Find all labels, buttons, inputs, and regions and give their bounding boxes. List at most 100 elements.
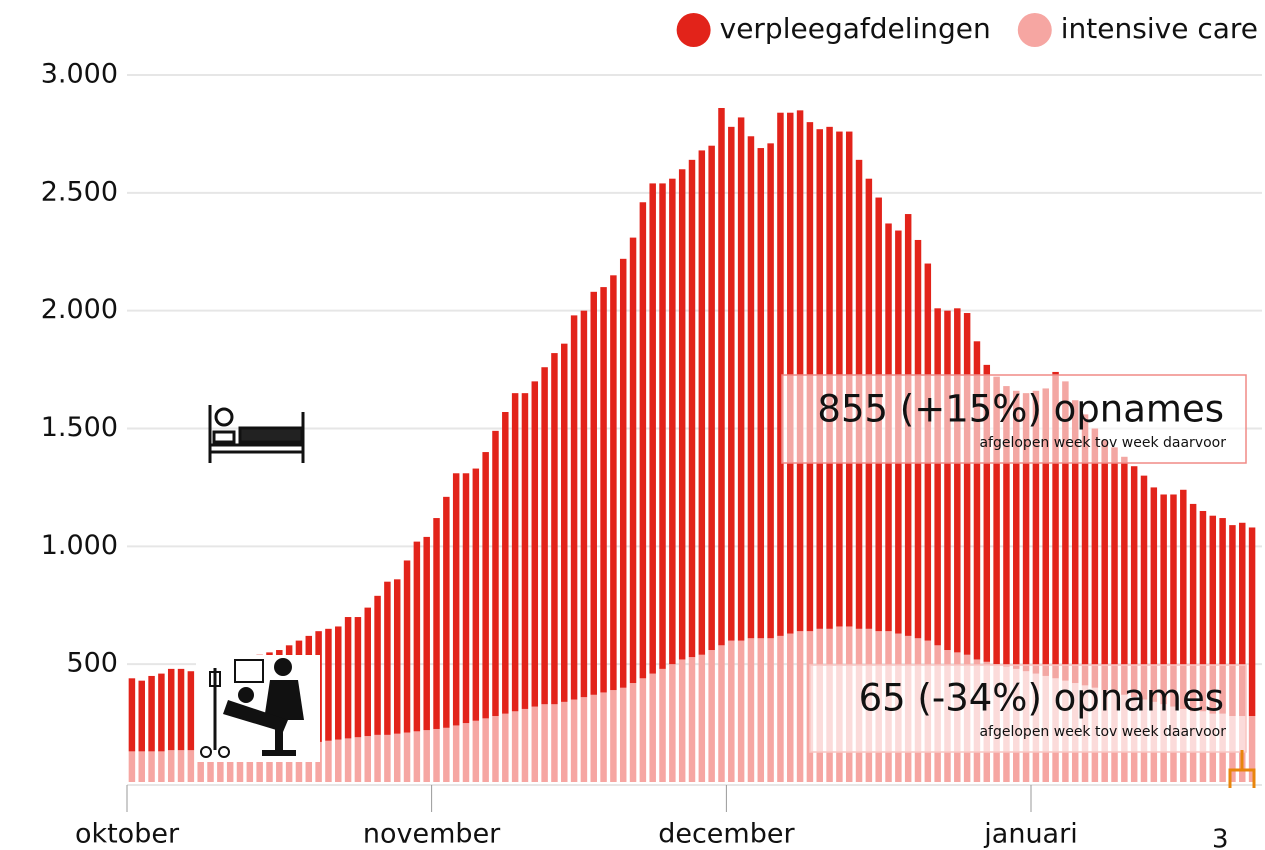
bar-segment — [688, 657, 696, 782]
bar-segment — [403, 560, 411, 733]
bar-segment — [1219, 518, 1226, 714]
bar-segment — [1248, 527, 1256, 717]
bar-segment — [551, 704, 558, 782]
bar-segment — [325, 740, 332, 782]
bar-segment — [590, 291, 597, 695]
bar-segment — [728, 126, 735, 641]
bar-segment — [747, 638, 755, 782]
bar-segment — [659, 668, 666, 782]
bar-segment — [718, 107, 725, 646]
bar-segment — [443, 727, 450, 782]
bar-segment — [767, 143, 774, 639]
bar-segment — [1003, 386, 1010, 667]
annotation-subtext: afgelopen week tov week daarvoor — [979, 435, 1226, 451]
bar-segment — [354, 737, 362, 782]
bar-segment — [492, 716, 499, 782]
x-tick-label: januari — [983, 819, 1077, 850]
bar-segment — [502, 412, 509, 714]
bar-segment — [344, 738, 352, 782]
overlay: 855 (+15%) opnames afgelopen week tov we… — [196, 374, 1256, 850]
bar-segment — [393, 733, 401, 782]
y-tick-label: 500 — [66, 648, 118, 679]
bar-segment — [177, 668, 185, 751]
bar-segment — [649, 673, 656, 782]
legend-swatch — [676, 13, 711, 47]
bar-segment — [570, 699, 578, 782]
bar-segment — [580, 310, 588, 698]
bar-segment — [138, 751, 145, 782]
bar-segment — [246, 746, 254, 782]
bar-segment — [787, 633, 794, 782]
bar-segment — [993, 376, 1000, 665]
bar-segment — [1071, 400, 1079, 684]
bar-segment — [669, 178, 676, 665]
legend-label: verpleegafdelingen — [720, 12, 991, 45]
bar-segment — [1229, 525, 1236, 717]
bar-segment — [354, 617, 362, 738]
bar-segment — [462, 723, 470, 782]
bar-segment — [963, 313, 971, 655]
bar-segment — [138, 680, 145, 752]
x-tick-label: november — [363, 819, 501, 850]
bar-segment — [364, 607, 371, 737]
bar-segment — [384, 581, 391, 735]
bar-segment — [344, 617, 352, 739]
bar-segment — [502, 713, 509, 782]
bar-segment — [796, 631, 804, 782]
bar-segment — [1042, 388, 1049, 676]
bar-segment — [1239, 522, 1246, 717]
legend-swatch — [1017, 13, 1052, 47]
bar-segment — [629, 237, 637, 684]
annotation-box — [781, 374, 1247, 464]
bar-segment — [983, 364, 991, 662]
bar-segment — [561, 343, 568, 702]
bar-segment — [698, 150, 706, 655]
bar-segment — [1111, 447, 1118, 693]
bar-segment — [167, 750, 175, 782]
bar-segment — [600, 692, 607, 782]
bar-segment — [187, 671, 195, 751]
bar-segment — [649, 183, 656, 674]
annotation-text: 855 (+15%) opnames — [817, 388, 1224, 431]
bar-segment — [1199, 510, 1207, 712]
y-tick-label: 1.000 — [41, 530, 118, 561]
icu-icon — [196, 655, 320, 762]
bar-segment — [521, 393, 529, 709]
bar-segment — [128, 678, 136, 752]
bar-segment — [757, 148, 765, 639]
bar-segment — [698, 654, 706, 782]
bar-segment — [531, 381, 539, 707]
bar-segment — [276, 745, 283, 782]
y-tick-label: 1.500 — [41, 412, 118, 443]
bar-segment — [1189, 503, 1197, 712]
bar-segment — [541, 704, 548, 782]
bar-segment — [777, 635, 784, 782]
bar-segment — [472, 720, 480, 782]
bar-segment — [787, 112, 794, 634]
bar-segment — [443, 496, 450, 728]
bar-segment — [1052, 371, 1059, 679]
bar-segment — [1081, 414, 1089, 686]
bar-segment — [226, 747, 234, 782]
bar-segment — [128, 751, 136, 782]
bar-segment — [423, 730, 430, 782]
bar-segment — [708, 650, 715, 782]
bar-segment — [1062, 381, 1069, 681]
bar-segment — [462, 473, 470, 724]
bar-segment — [669, 664, 676, 782]
bar-segment — [767, 638, 774, 782]
bar-segment — [158, 673, 165, 752]
bar-segment — [737, 640, 745, 782]
bar-segment — [413, 541, 421, 732]
bar-segment — [167, 668, 175, 751]
bar-segment — [1170, 494, 1177, 707]
bar-segment — [1101, 440, 1108, 691]
bar-segment — [1160, 494, 1167, 705]
bar-segment — [590, 694, 597, 782]
bar-segment — [285, 744, 293, 782]
bar-segment — [1209, 515, 1217, 714]
bar-segment — [934, 308, 941, 646]
bar-segment — [1091, 428, 1099, 688]
bar-segment — [403, 732, 411, 782]
